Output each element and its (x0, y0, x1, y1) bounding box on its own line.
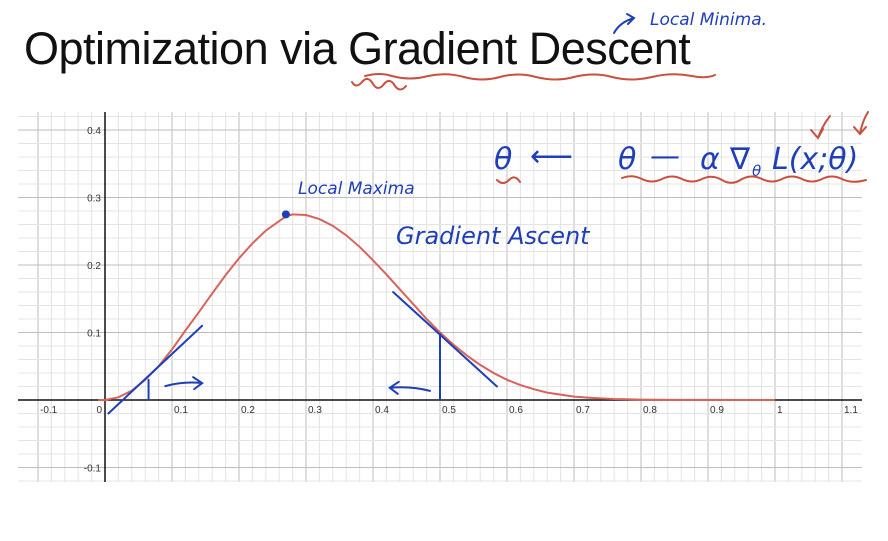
x-tick-label: 0.2 (241, 405, 255, 416)
curved-arrow-icon (613, 13, 636, 34)
x-tick-label: 0 (96, 405, 102, 416)
x-tick-label: 0.6 (509, 405, 523, 416)
x-tick-label: -0.1 (40, 405, 58, 416)
tick-labels: -0.1 0 0.1 0.2 0.3 0.4 0.5 0.6 0.7 0.8 0.9 1 1.1 0.4 0… (40, 126, 858, 475)
arrow-down-icon (853, 111, 869, 136)
x-tick-label: 0.4 (375, 405, 389, 416)
y-tick-label: 0.1 (87, 329, 101, 340)
x-tick-label: 0.3 (308, 405, 322, 416)
x-tick-label: 1 (777, 405, 783, 416)
ink-annotations (107, 210, 498, 415)
arrow-right-icon (164, 376, 204, 391)
gradient-ascent-label: Gradient Ascent (396, 222, 591, 250)
title-underline-wave (364, 73, 716, 81)
x-tick-label: 0.5 (442, 405, 456, 416)
formula-gradient-subscript: θ (752, 162, 761, 180)
tangent-line (107, 324, 204, 415)
formula-arrow: ⟵ (530, 139, 573, 174)
title-underline (351, 73, 716, 91)
y-tick-label: -0.1 (84, 464, 102, 475)
x-tick-label: 0.1 (174, 405, 188, 416)
formula-theta-rhs: θ (618, 142, 636, 177)
top-note-text: Local Minima. (650, 10, 767, 30)
formula-loss: L(x;θ) (772, 142, 858, 177)
top-note: Local Minima. (613, 10, 767, 34)
y-tick-label: 0.4 (87, 126, 101, 137)
arrow-down-icon (810, 115, 831, 140)
x-tick-label: 0.8 (643, 405, 657, 416)
formula-underline-theta (496, 176, 521, 184)
loss-curve (98, 213, 775, 401)
formula-gradient: ∇ (729, 142, 751, 177)
update-formula: θ ⟵ θ — α ∇ θ L(x;θ) (494, 111, 869, 184)
title-underline-squiggle (351, 78, 407, 91)
x-tick-label: 0.7 (576, 405, 590, 416)
local-maxima-label: Local Maxima (298, 179, 415, 199)
formula-alpha: α (700, 142, 720, 177)
formula-theta-lhs: θ (494, 142, 512, 177)
x-tick-label: 1.1 (844, 405, 858, 416)
x-tick-label: 0.9 (710, 405, 724, 416)
formula-underline-wave (621, 175, 867, 184)
formula-minus: — (650, 139, 680, 174)
tangent-line (392, 291, 498, 388)
arrow-left-icon (388, 380, 431, 395)
local-maxima-point (281, 210, 290, 219)
y-tick-label: 0.3 (87, 194, 101, 205)
y-tick-label: 0.2 (87, 261, 101, 272)
slide-title: Optimization via Gradient Descent (24, 23, 691, 74)
